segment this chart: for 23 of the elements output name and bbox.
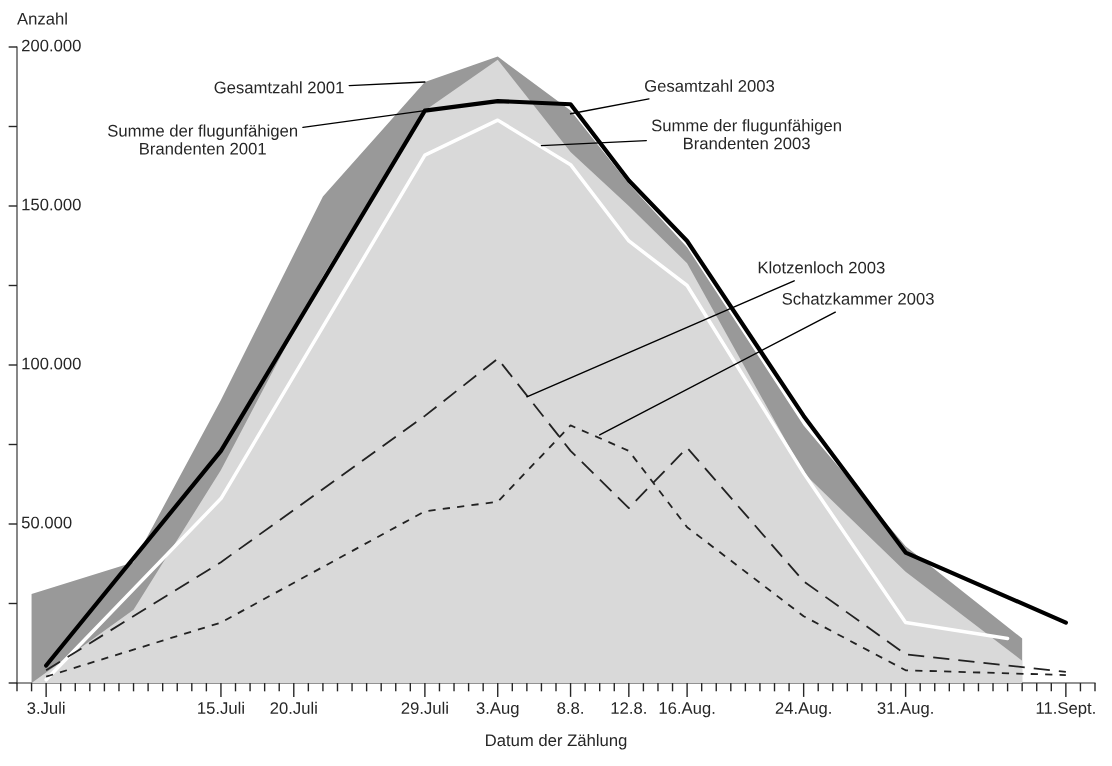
x-tick-label: 31.Aug.: [877, 702, 933, 718]
x-axis-title: Datum der Zählung: [486, 733, 627, 750]
x-tick-label: 8.8.: [557, 702, 583, 714]
x-tick-label: 24.Aug.: [775, 702, 831, 718]
x-tick-label: 3.Juli: [27, 701, 65, 714]
y-tick-label: 200.000: [22, 39, 81, 52]
x-tick-label: 20.Juli: [270, 701, 317, 714]
y-tick-label: 50.000: [21, 516, 72, 529]
x-tick-label: 12.8.: [611, 702, 646, 714]
annotation: Summe der flugunfähigen Brandenten 2003: [651, 119, 841, 150]
annotation: Gesamtzahl 2001: [214, 81, 344, 94]
y-axis-title: Anzahl: [17, 12, 67, 25]
annotation: Gesamtzahl 2003: [645, 79, 775, 92]
annotation: Klotzenloch 2003: [758, 261, 885, 274]
x-tick-label: 16.Aug.: [659, 702, 715, 718]
annotation: Summe der flugunfähigen Brandenten 2001: [108, 124, 298, 155]
x-tick-label: 11.Sept.: [1036, 702, 1095, 718]
x-tick-label: 3.Aug: [476, 702, 519, 718]
x-tick-label: 29.Juli: [401, 701, 448, 714]
y-tick-label: 150.000: [22, 198, 81, 211]
x-tick-label: 15.Juli: [198, 701, 244, 714]
y-tick-label: 100.000: [22, 357, 81, 370]
annotation: Schatzkammer 2003: [782, 292, 934, 305]
